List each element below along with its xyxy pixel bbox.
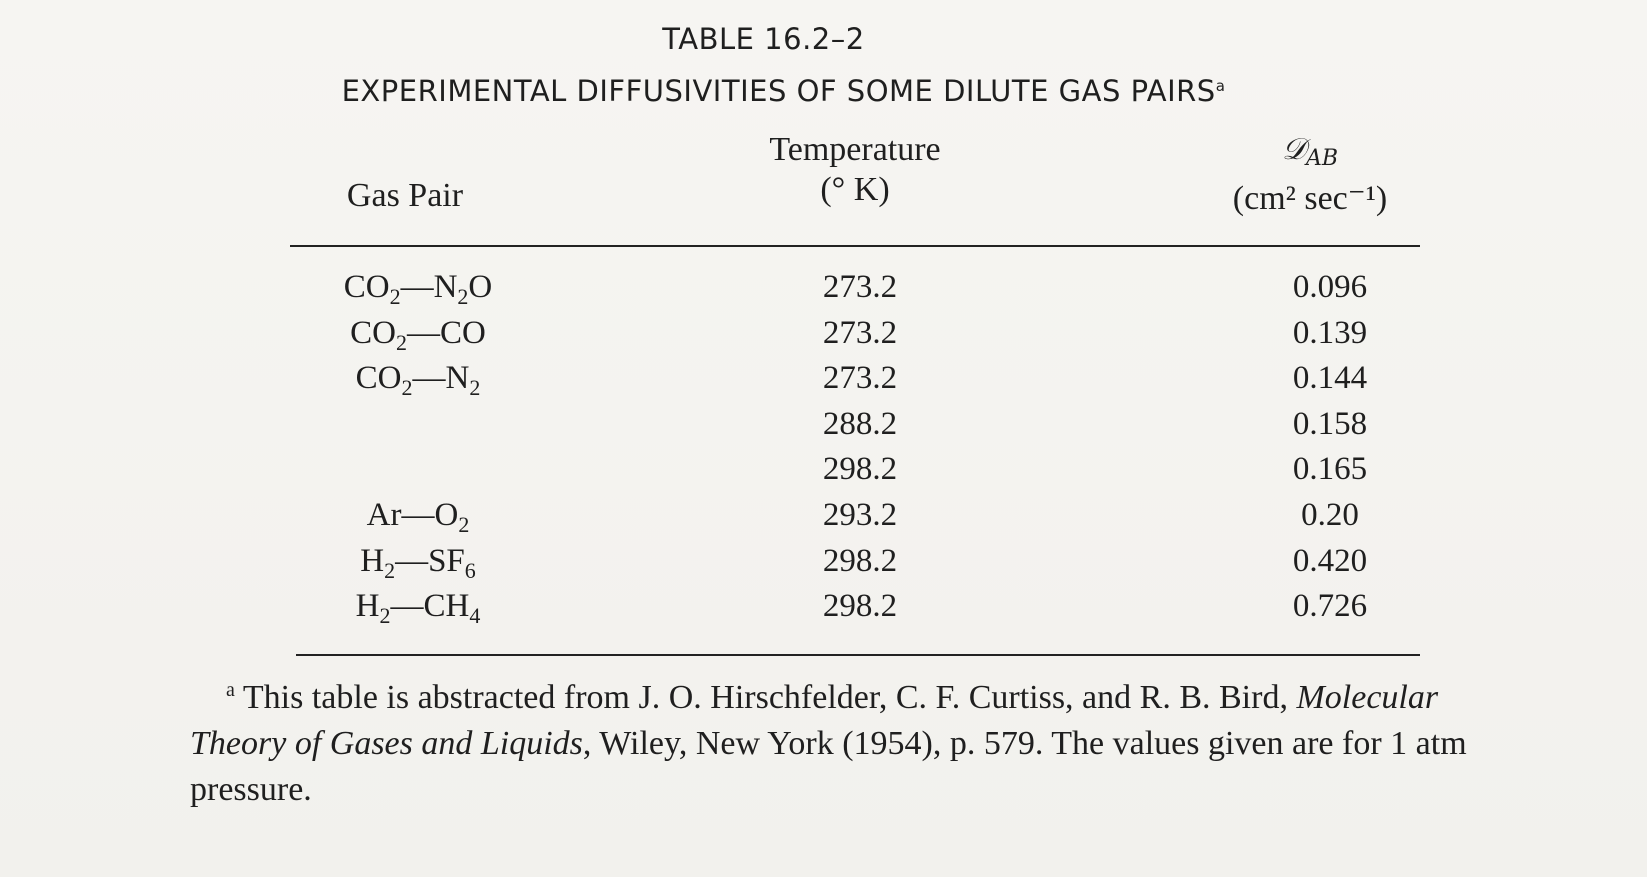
temperature-cell: 273.2 (822, 269, 898, 305)
temperature-cell: 298.2 (822, 542, 898, 579)
gas-text: —CO (407, 314, 486, 351)
gas-subscript: 2 (401, 375, 413, 401)
table-title: EXPERIMENTAL DIFFUSIVITIES OF SOME DILUT… (0, 74, 1607, 108)
table-row: CO2—N2O 273.2 0.096 (0, 265, 1647, 311)
gas-text: H (360, 542, 385, 579)
table-title-footnote-mark: a (1215, 77, 1226, 95)
gas-pair-cell: H2—CH4 (318, 584, 518, 629)
table-row: H2—CH4 298.2 0.726 (0, 584, 1647, 630)
gas-text: —N (412, 360, 470, 397)
gas-subscript: 2 (389, 284, 401, 309)
table-bottom-rule (296, 654, 1420, 656)
gas-text: —N (400, 269, 458, 305)
gas-pair-cell: CO2—N2O (318, 265, 518, 310)
table-row: Ar—O2 293.2 0.20 (0, 493, 1647, 539)
header-temperature-label: Temperature (769, 131, 941, 168)
header-diffusivity-units: (cm² sec⁻¹) (1232, 180, 1388, 217)
diffusivity-cell: 0.144 (1292, 360, 1368, 397)
diffusivity-cell: 0.139 (1292, 314, 1368, 351)
diffusivity-cell: 0.20 (1301, 496, 1359, 533)
gas-subscript: 6 (464, 557, 476, 583)
diffusivity-subscript: AB (1305, 146, 1338, 171)
table-row: 298.2 0.165 (0, 447, 1647, 493)
table-top-rule (290, 245, 1420, 247)
footnote-text-after: , Wiley, New York (1954), p. 579. The va… (190, 725, 1467, 808)
temperature-cell: 273.2 (822, 360, 898, 397)
table-row: 288.2 0.158 (0, 402, 1647, 448)
gas-subscript: 4 (469, 603, 481, 629)
table-row: H2—SF6 298.2 0.420 (0, 539, 1647, 585)
gas-subscript: 2 (458, 511, 470, 537)
temperature-cell: 288.2 (822, 405, 898, 442)
gas-text: O (468, 269, 493, 305)
diffusivity-symbol: 𝒟 (1281, 132, 1306, 167)
gas-subscript: 2 (396, 329, 407, 355)
gas-pair-cell: Ar—O2 (318, 493, 518, 538)
table-footnote: a This table is abstracted from J. O. Hir… (190, 667, 1540, 813)
table-title-text: EXPERIMENTAL DIFFUSIVITIES OF SOME DILUT… (341, 74, 1216, 108)
table-body: CO2—N2O 273.2 0.096 CO2—CO 273.2 0.139 CO2—N2 2… (0, 265, 1647, 630)
diffusivity-cell: 0.158 (1292, 405, 1368, 442)
header-temperature-units: (° K) (820, 171, 890, 208)
table-row: CO2—N2 273.2 0.144 (0, 356, 1647, 402)
footnote-book-title: Molecular Theory of Gases and Liquids (190, 679, 1439, 762)
table-row: CO2—CO 273.2 0.139 (0, 311, 1647, 357)
footnote-text-before: This table is abstracted from J. O. Hirs… (242, 679, 1288, 716)
gas-text: CO (355, 360, 402, 397)
gas-pair-cell: CO2—CO (318, 311, 518, 356)
gas-text: CO (350, 314, 396, 351)
temperature-cell: 293.2 (822, 496, 898, 533)
gas-text: Ar—O (366, 496, 459, 533)
diffusivity-cell: 0.165 (1292, 451, 1368, 488)
gas-pair-cell: H2—SF6 (318, 539, 518, 584)
gas-subscript: 2 (457, 284, 469, 309)
temperature-cell: 273.2 (822, 314, 898, 351)
gas-text: —CH (390, 588, 470, 625)
gas-text: CO (343, 269, 390, 305)
header-temperature: Temperature (° K) (700, 130, 1010, 210)
gas-subscript: 2 (379, 603, 391, 629)
temperature-cell: 298.2 (822, 451, 898, 488)
gas-subscript: 2 (384, 557, 396, 583)
footnote-mark: a (226, 679, 235, 701)
header-gas-pair: Gas Pair (346, 177, 464, 214)
diffusivity-cell: 0.420 (1292, 542, 1368, 579)
gas-text: —SF (395, 542, 465, 579)
temperature-cell: 298.2 (822, 588, 898, 625)
gas-text: H (355, 588, 380, 625)
diffusivity-cell: 0.096 (1292, 269, 1368, 305)
diffusivity-cell: 0.726 (1292, 588, 1368, 625)
table-number: TABLE 16.2–2 (662, 22, 865, 56)
gas-pair-cell: CO2—N2 (318, 356, 518, 401)
header-diffusivity-symbol: 𝒟AB (1190, 130, 1430, 179)
gas-subscript: 2 (469, 375, 481, 401)
header-diffusivity: 𝒟AB (cm² sec⁻¹) (1190, 130, 1430, 219)
